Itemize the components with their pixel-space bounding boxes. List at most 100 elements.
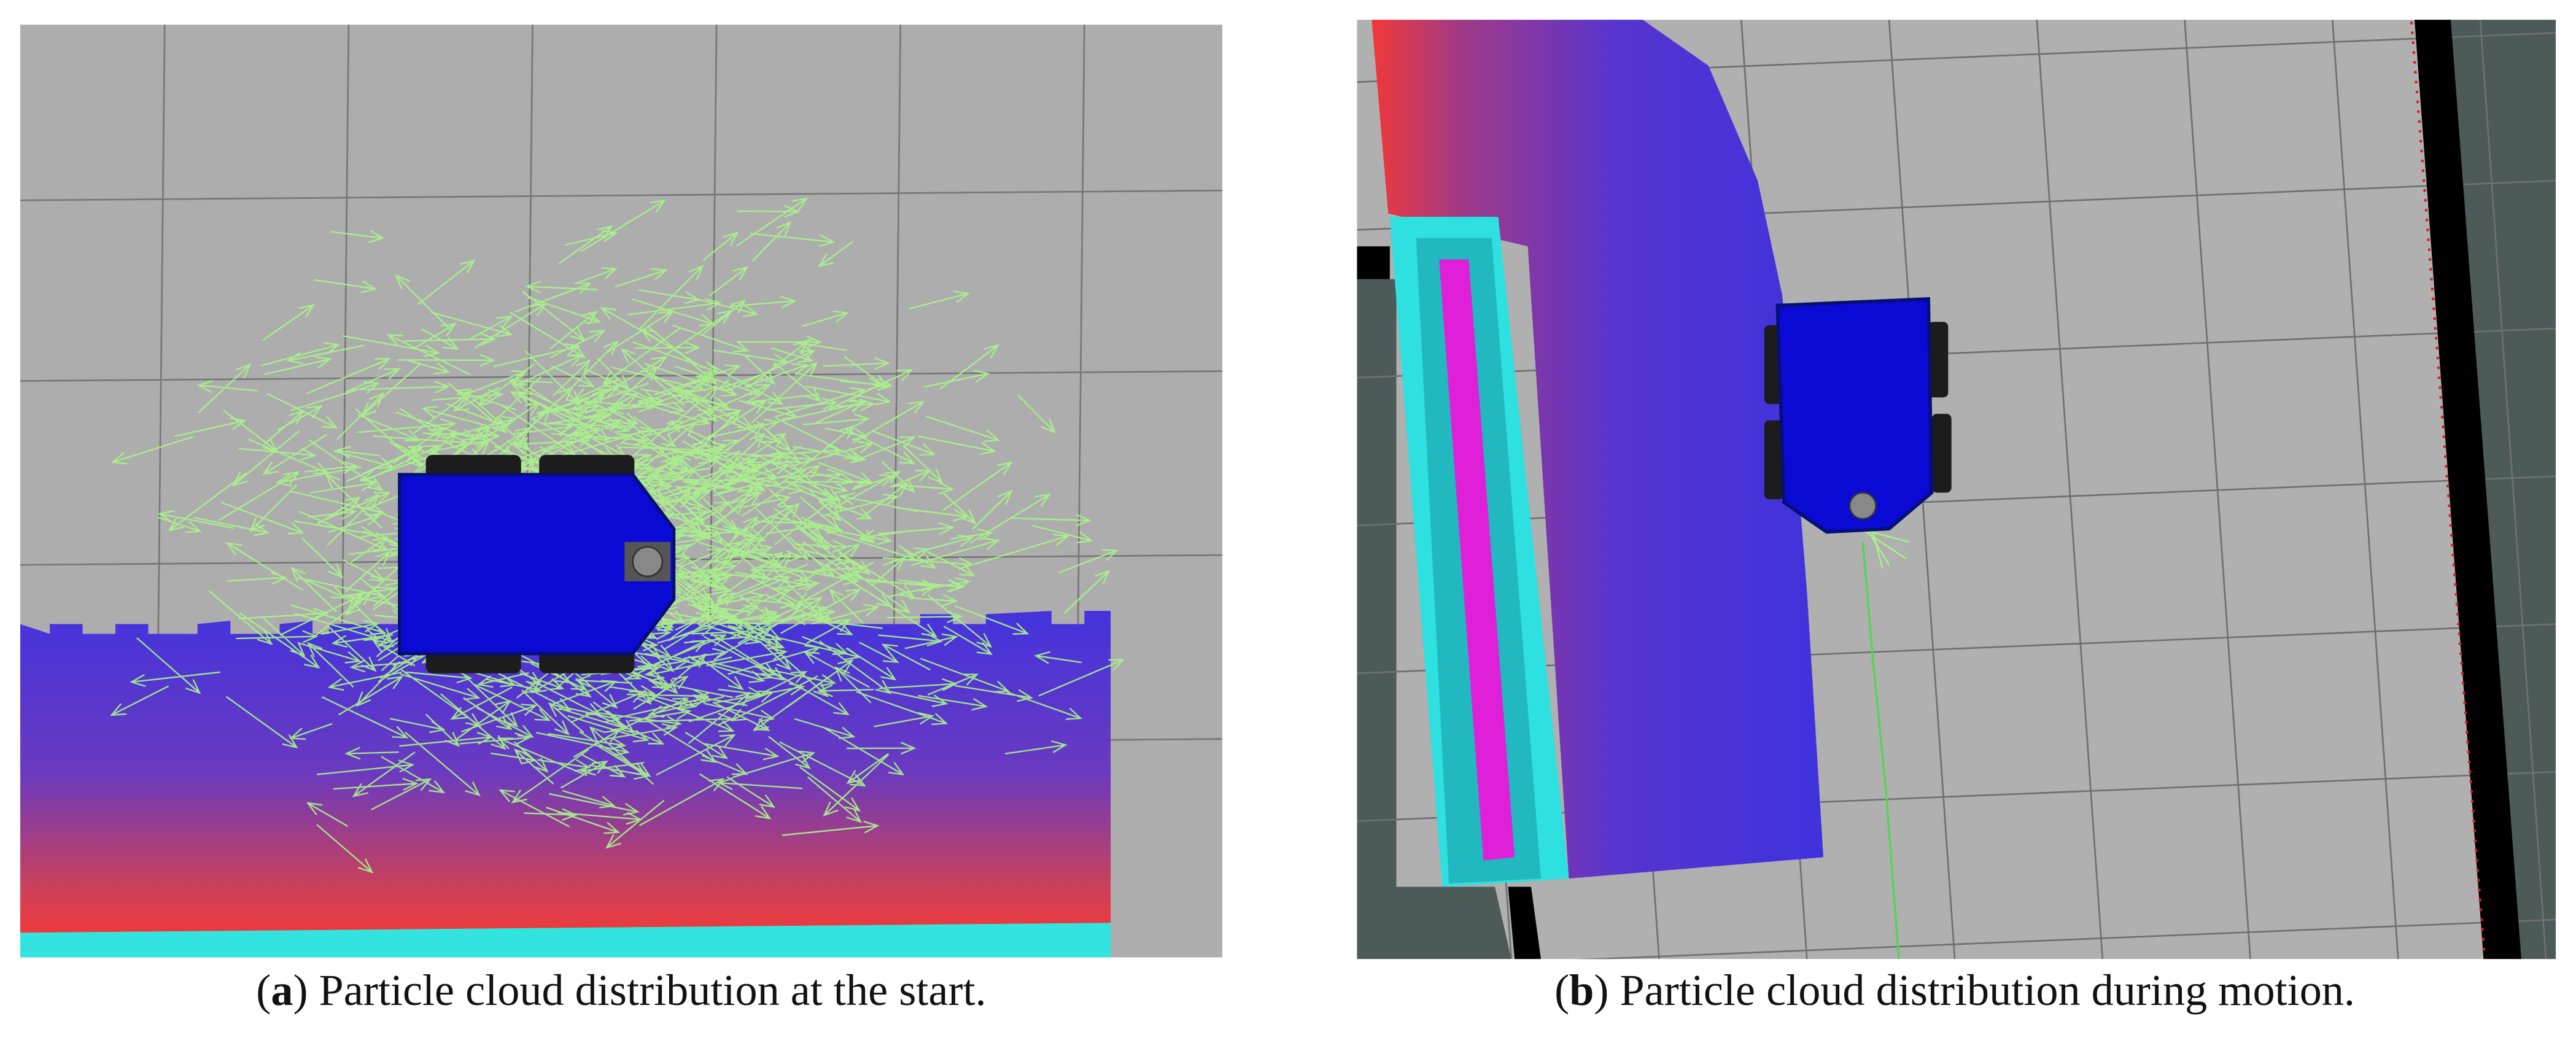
laser-point (2455, 602, 2459, 606)
laser-point (2459, 652, 2462, 656)
laser-point (2422, 179, 2426, 182)
laser-point (2442, 435, 2446, 438)
laser-point (2438, 386, 2442, 389)
laser-point (2445, 465, 2448, 468)
laser-point (2431, 287, 2434, 291)
caption-a: (a) Particle cloud distribution at the s… (256, 966, 986, 1015)
laser-point (2462, 691, 2465, 695)
laser-point (2421, 169, 2425, 173)
laser-point (2480, 928, 2484, 931)
laser-point (2471, 810, 2475, 813)
caption-label: b (1569, 966, 1594, 1015)
laser-point (2427, 248, 2431, 252)
laser-point (2419, 149, 2423, 153)
laser-point (2461, 672, 2464, 675)
laser-point (2440, 416, 2444, 419)
laser-point (2449, 524, 2453, 527)
laser-point (2454, 583, 2457, 586)
panel-a-image (20, 25, 1222, 958)
laser-point (2466, 740, 2469, 744)
laser-point (2458, 632, 2461, 635)
laser-point (2416, 110, 2420, 114)
laser-point (2482, 947, 2486, 951)
laser-point (2475, 859, 2478, 863)
laser-point (2431, 297, 2435, 301)
laser-point (2468, 770, 2472, 774)
laser-point (2477, 888, 2481, 892)
laser-point (2415, 90, 2419, 94)
laser-point (2477, 878, 2480, 882)
laser-point (2469, 780, 2472, 783)
laser-point (2435, 346, 2438, 350)
laser-point (2474, 849, 2478, 853)
laser-point (2416, 100, 2419, 104)
laser-point (2467, 760, 2471, 764)
laser-point (2433, 317, 2437, 320)
robot-b (1764, 297, 1952, 534)
grid-line (2479, 20, 2547, 960)
laser-point (2413, 61, 2416, 64)
laser-point (2415, 80, 2418, 84)
caption-text: ) Particle cloud distribution at the sta… (293, 966, 986, 1015)
laser-point (2410, 31, 2414, 34)
laser-point (2461, 681, 2465, 685)
laser-point (2434, 336, 2438, 340)
laser-point (2443, 455, 2447, 459)
laser-point (2481, 937, 2485, 941)
caption-b: (b) Particle cloud distribution during m… (1554, 966, 2355, 1015)
laser-point (2421, 159, 2424, 163)
laser-point (2473, 829, 2477, 832)
laser-point (2470, 789, 2473, 793)
grid-line (2036, 20, 2104, 960)
laser-point (2480, 918, 2483, 921)
laser-point (2442, 425, 2445, 429)
caption-label: a (271, 966, 293, 1015)
laser-point (2427, 238, 2431, 241)
laser-point (2413, 71, 2417, 74)
laser-point (2465, 731, 2469, 734)
laser-point (2440, 405, 2443, 409)
laser-point (2458, 642, 2462, 646)
laser-point (2430, 277, 2434, 281)
laser-point (2434, 327, 2437, 330)
laser-point (2464, 721, 2468, 724)
laser-point (2432, 307, 2435, 311)
laser-point (2454, 592, 2458, 596)
laser-point (2424, 198, 2427, 202)
laser-point (2467, 750, 2470, 754)
laser-point (2478, 898, 2481, 902)
laser-point (2424, 208, 2428, 212)
laser-point (2436, 356, 2440, 360)
laser-point (2479, 908, 2483, 912)
laser-point (2470, 799, 2474, 803)
laser-point (2439, 395, 2443, 399)
laser-point (2410, 21, 2413, 25)
laser-point (2423, 188, 2426, 192)
laser-point (2456, 613, 2459, 616)
laser-point (2443, 445, 2446, 449)
grid-line (20, 189, 1222, 201)
grid-line (2331, 20, 2399, 960)
laser-point (2418, 120, 2421, 123)
laser-point (2452, 563, 2456, 567)
laser-point (2476, 869, 2480, 872)
laser-point (2451, 543, 2454, 547)
laser-point (2411, 41, 2415, 44)
caption-text: ) Particle cloud distribution during mot… (1594, 966, 2355, 1015)
laser-point (2429, 268, 2432, 271)
laser-point (2472, 820, 2475, 823)
laser-point (2453, 573, 2456, 576)
laser-point (2457, 622, 2460, 626)
laser-point (2426, 228, 2429, 231)
laser-point (2437, 366, 2440, 370)
panel-b-image (1357, 20, 2556, 960)
laser-point (2425, 219, 2429, 222)
laser-point (2428, 258, 2432, 262)
laser-point (2473, 839, 2477, 843)
robot-a (398, 454, 676, 673)
laser-point (2437, 376, 2441, 379)
laser-point (2450, 533, 2453, 537)
laser-point (2418, 130, 2422, 133)
